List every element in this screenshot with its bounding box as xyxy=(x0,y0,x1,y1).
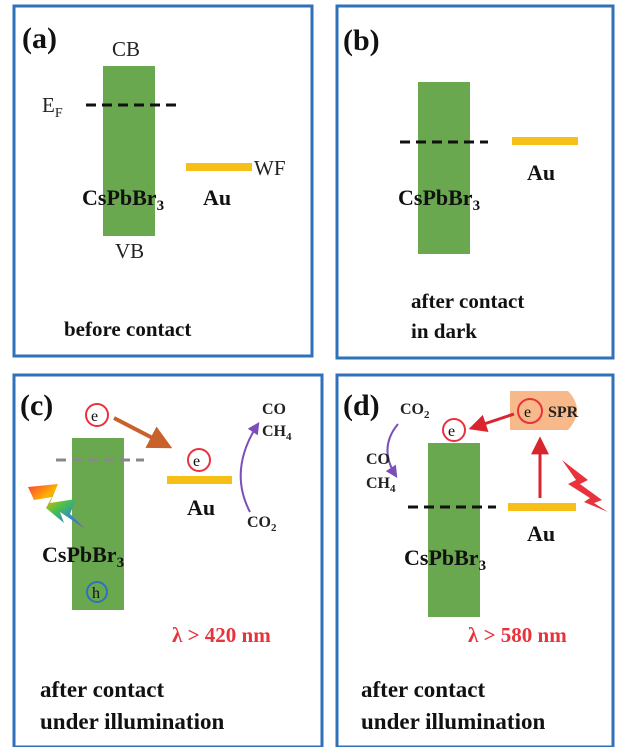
panel-c-frame xyxy=(12,373,324,747)
hot-electron-injection-arrow xyxy=(468,412,515,432)
panel-b-label: (b) xyxy=(343,24,380,57)
co2-label: CO2 xyxy=(247,514,277,534)
electron-symbol: e xyxy=(448,423,455,440)
fermi-level-label: EF xyxy=(42,93,63,121)
panel-b: (b) CsPbBr3 Au after contact in dark xyxy=(335,4,615,360)
co2-label: CO2 xyxy=(400,401,430,421)
ch4-label: CH4 xyxy=(366,475,396,495)
panel-d-label: (d) xyxy=(343,389,380,422)
panel-b-caption-line1: after contact xyxy=(411,289,524,313)
panel-d-caption-line1: after contact xyxy=(361,677,485,702)
au-electron-symbol: e xyxy=(193,453,200,470)
au-label: Au xyxy=(527,521,555,546)
material-label: CsPbBr3 xyxy=(398,185,480,214)
panel-a-caption: before contact xyxy=(64,317,191,341)
panel-c: (c) e h e Au CO CH4 CO2 CsPbBr3 λ > 420 … xyxy=(12,373,324,747)
electron-icon xyxy=(442,418,466,442)
panel-d-caption-line2: under illumination xyxy=(361,709,545,734)
panel-a-frame xyxy=(12,4,314,358)
semiconductor-band xyxy=(103,66,155,236)
reduction-arrow xyxy=(385,423,399,479)
panel-a-label: (a) xyxy=(22,22,57,55)
panel-d: (d) CO2 CO CH4 e e SPR Au CsPbBr3 λ > 58… xyxy=(335,373,615,747)
material-label: CsPbBr3 xyxy=(404,545,486,574)
electron-symbol: e xyxy=(91,408,98,425)
wf-label: WF xyxy=(254,156,286,180)
material-label: CsPbBr3 xyxy=(82,185,164,214)
panel-c-label: (c) xyxy=(20,389,53,422)
panel-b-caption-line2: in dark xyxy=(411,319,477,343)
wavelength-label: λ > 580 nm xyxy=(468,623,567,647)
ch4-label: CH4 xyxy=(262,423,292,443)
au-label: Au xyxy=(203,185,231,210)
co-label: CO xyxy=(262,401,286,418)
vb-label: VB xyxy=(115,239,144,263)
spr-label: SPR xyxy=(548,404,579,421)
reduction-arrow xyxy=(239,421,260,513)
red-light-icon xyxy=(562,460,608,512)
spr-region xyxy=(510,391,577,430)
au-label: Au xyxy=(527,160,555,185)
panel-d-frame xyxy=(335,373,615,747)
electron-icon xyxy=(85,403,109,427)
au-electron-icon xyxy=(187,448,211,472)
hole-symbol: h xyxy=(92,585,100,602)
spr-electron-symbol: e xyxy=(524,404,531,421)
material-label: CsPbBr3 xyxy=(42,542,124,571)
semiconductor-band xyxy=(418,82,470,254)
panel-c-caption-line1: after contact xyxy=(40,677,164,702)
visible-light-icon xyxy=(28,484,84,528)
hole-icon xyxy=(86,581,108,603)
panel-c-caption-line2: under illumination xyxy=(40,709,224,734)
wavelength-label: λ > 420 nm xyxy=(172,623,271,647)
spr-electron-icon xyxy=(517,398,543,424)
au-label: Au xyxy=(187,495,215,520)
electron-transfer-arrow xyxy=(113,416,173,449)
panel-b-frame xyxy=(335,4,615,360)
co-label: CO xyxy=(366,451,390,468)
semiconductor-band xyxy=(428,443,480,617)
panel-a: (a) CB EF WF CsPbBr3 Au VB before contac… xyxy=(12,4,314,358)
cb-label: CB xyxy=(112,37,140,61)
